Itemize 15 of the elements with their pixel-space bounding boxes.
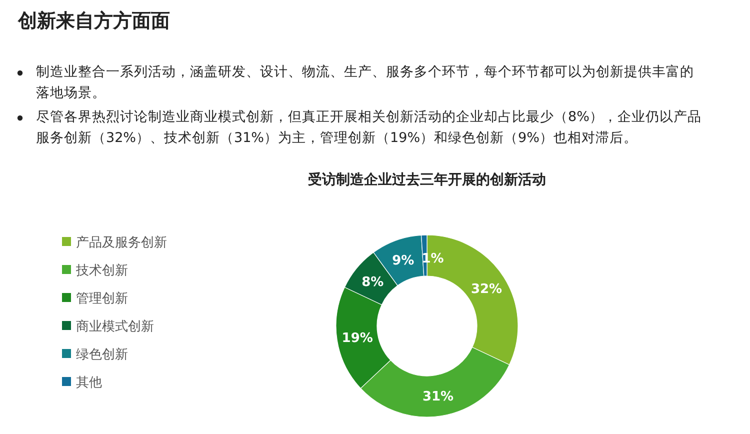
legend-label: 产品及服务创新 (76, 236, 167, 250)
data-label: 31% (422, 390, 454, 405)
text: 制造业整合一系列活动，涵盖研发、设计、物流、生产、服务多个环节，每个环节都可以为创新提供丰富的落地场景。 (36, 63, 695, 103)
legend-label: 管理创新 (76, 292, 128, 306)
chart-title: 受访制造企业过去三年开展的创新活动 (307, 171, 546, 188)
data-label: 8% (362, 275, 384, 290)
data-label: 9% (392, 254, 414, 269)
data-label: 32% (470, 282, 502, 298)
text: 创新来自方方面面 (18, 9, 170, 34)
legend-label: 其他 (76, 376, 102, 390)
text: 尽管各界热烈讨论制造业商业模式创新，但真正开展相关创新活动的企业却占比最少（8%），企业仍以产品服务创新（32%）、技术创新（31%）为主，管理创新（19%）和绿色创新（9%）也相对滞后。 (36, 108, 702, 148)
legend-label: 绿色创新 (76, 348, 128, 362)
legend-label: 商业模式创新 (76, 320, 154, 334)
data-label: 19% (342, 331, 373, 346)
legend-label: 技术创新 (75, 264, 128, 278)
